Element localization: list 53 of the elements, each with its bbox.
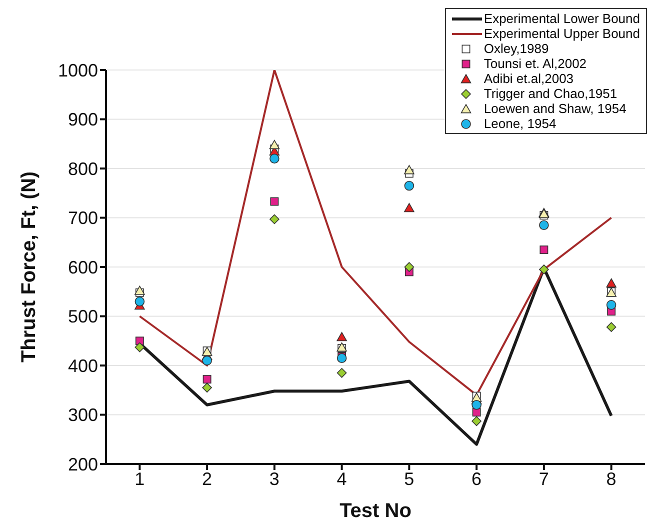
point	[472, 408, 481, 417]
point	[270, 154, 280, 164]
point	[472, 400, 482, 410]
x-tick-label: 3	[269, 468, 280, 489]
x-tick-label: 1	[134, 468, 145, 489]
point	[202, 375, 212, 384]
legend-label: Leone, 1954	[484, 116, 556, 131]
y-tick-label: 1000	[58, 60, 98, 80]
y-tick-label: 400	[68, 356, 98, 376]
point	[606, 322, 616, 332]
point	[539, 264, 549, 274]
point	[404, 180, 414, 191]
legend-label: Loewen and Shaw, 1954	[484, 101, 626, 116]
point	[336, 368, 347, 378]
legend-label: Trigger and Chao,1951	[484, 86, 618, 101]
point	[134, 296, 145, 306]
y-tick-label: 200	[68, 454, 98, 474]
y-tick-label: 500	[68, 306, 98, 327]
point	[336, 332, 347, 342]
point	[539, 220, 549, 230]
point	[336, 353, 347, 364]
point	[404, 203, 414, 212]
legend-label: Adibi et.al,2003	[484, 71, 574, 86]
point	[606, 300, 616, 310]
legend-label: Oxley,1989	[484, 41, 549, 56]
point	[202, 356, 212, 366]
legend-label: Tounsi et. Al,2002	[484, 56, 587, 71]
point	[134, 342, 145, 352]
point	[134, 286, 145, 295]
x-tick-label: 7	[538, 468, 549, 489]
legend-label: Experimental Upper Bound	[484, 26, 640, 41]
point	[202, 382, 212, 393]
x-tick-label: 2	[202, 468, 212, 489]
y-tick-label: 300	[68, 405, 98, 426]
point	[606, 278, 616, 288]
x-tick-label: 8	[606, 468, 616, 489]
point	[472, 416, 482, 426]
y-tick-label: 700	[68, 208, 98, 228]
y-axis-title: Thrust Force, Ft, (N)	[18, 171, 40, 363]
x-tick-label: 6	[472, 468, 482, 489]
y-tick-label: 800	[68, 158, 98, 179]
legend-label: Experimental Lower Bound	[484, 11, 640, 26]
y-tick-label: 600	[68, 257, 98, 278]
point	[404, 165, 414, 174]
x-tick-label: 5	[404, 468, 414, 489]
x-tick-label: 4	[336, 468, 347, 489]
point	[270, 197, 279, 206]
point	[540, 246, 548, 254]
x-axis-title: Test No	[340, 500, 412, 522]
point	[269, 140, 280, 150]
point	[404, 262, 414, 272]
point	[270, 214, 280, 224]
y-tick-label: 900	[68, 110, 98, 130]
